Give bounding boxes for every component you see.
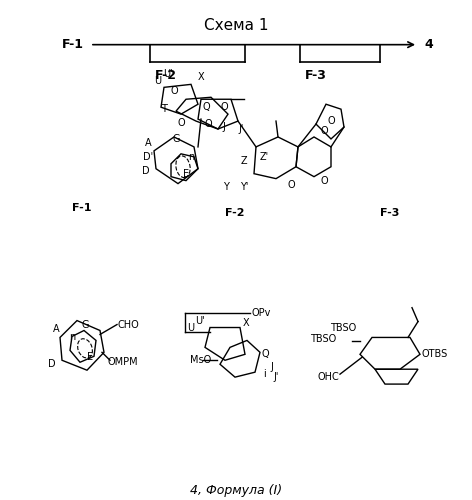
Text: O: O [170, 86, 178, 97]
Text: TBSO: TBSO [310, 334, 336, 344]
Text: J': J' [238, 124, 244, 134]
Text: O: O [177, 118, 185, 128]
Text: O: O [327, 116, 335, 126]
Text: 4, Формула (I): 4, Формула (I) [190, 484, 282, 498]
Text: G: G [172, 134, 180, 144]
Text: F-1: F-1 [62, 38, 84, 51]
Text: Z: Z [241, 156, 247, 166]
Text: J': J' [273, 372, 278, 382]
Text: D': D' [143, 152, 153, 162]
Text: TBSO: TBSO [330, 322, 356, 332]
Text: D: D [142, 166, 150, 175]
Text: U: U [154, 76, 161, 86]
Text: J: J [223, 122, 226, 132]
Text: T: T [161, 104, 167, 114]
Text: n: n [69, 332, 75, 342]
Text: F-2: F-2 [225, 208, 245, 218]
Text: Z': Z' [260, 152, 269, 162]
Text: X: X [243, 318, 250, 328]
Text: D: D [48, 359, 56, 369]
Text: Q: Q [202, 102, 210, 112]
Text: E: E [87, 352, 93, 362]
Text: A: A [145, 138, 152, 148]
Text: E: E [183, 168, 189, 178]
Text: 4: 4 [424, 38, 433, 51]
Text: U': U' [163, 70, 173, 80]
Text: OTBS: OTBS [422, 350, 448, 360]
Text: F-3: F-3 [380, 208, 400, 218]
Text: X: X [198, 72, 204, 83]
Text: n: n [188, 152, 194, 162]
Text: MsO: MsO [190, 356, 211, 366]
Text: OMPM: OMPM [108, 358, 139, 368]
Text: Y': Y' [240, 182, 248, 192]
Text: O: O [320, 126, 328, 136]
Text: i: i [263, 369, 266, 379]
Text: G: G [81, 320, 89, 330]
Text: A: A [53, 324, 59, 334]
Text: J: J [270, 362, 273, 372]
Text: O: O [320, 176, 328, 186]
Text: U: U [187, 322, 194, 332]
Text: CHO: CHO [118, 320, 140, 330]
Text: F-1: F-1 [72, 204, 92, 214]
Text: Q: Q [261, 350, 269, 360]
Text: O: O [220, 102, 228, 112]
Text: F-2: F-2 [155, 70, 177, 82]
Text: Схема 1: Схема 1 [204, 18, 268, 33]
Text: Y: Y [223, 182, 229, 192]
Text: O: O [287, 180, 295, 190]
Text: O: O [204, 119, 212, 129]
Text: U': U' [195, 316, 205, 326]
Text: OHC: OHC [318, 372, 340, 382]
Text: OPv: OPv [251, 308, 270, 318]
Text: F-3: F-3 [305, 70, 327, 82]
